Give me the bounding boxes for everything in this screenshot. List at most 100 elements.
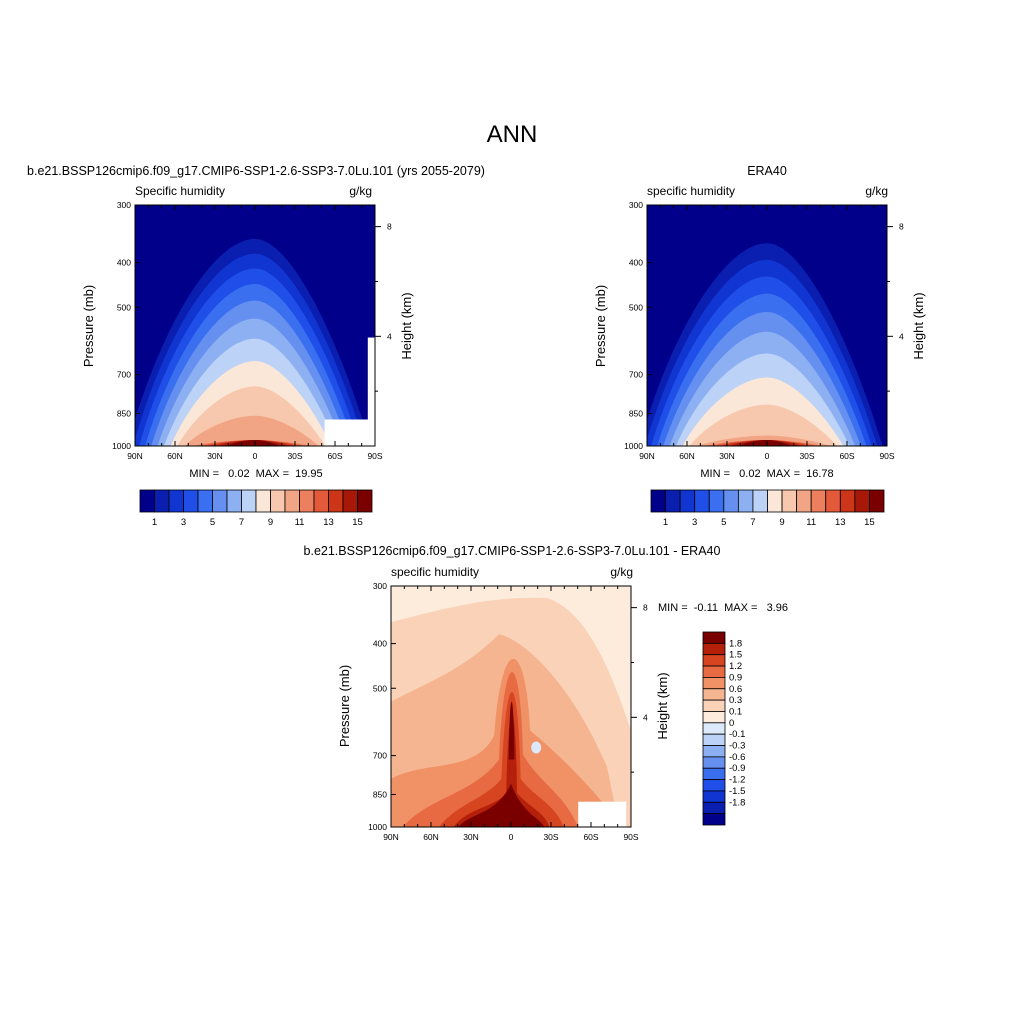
colorbar-swatch: [241, 489, 257, 513]
x-tick-label: 30S: [799, 451, 814, 461]
y-tick-label: 1000: [624, 441, 643, 451]
x-tick-label: 0: [509, 832, 514, 842]
colorbar-swatch: [702, 654, 726, 667]
colorbar-label: 15: [864, 517, 875, 528]
contour-field: [391, 586, 631, 827]
colorbar-label: -0.6: [729, 752, 745, 763]
x-tick-label: 90S: [623, 832, 638, 842]
missing-data: [578, 801, 627, 827]
y-tick-label: 700: [629, 370, 643, 380]
x-tick-label: 60S: [583, 832, 598, 842]
contour-band: [508, 701, 515, 760]
y-tick-label: 500: [373, 683, 387, 693]
y-tick-label: 850: [373, 789, 387, 799]
colorbar-swatch: [752, 489, 768, 513]
y-axis-ticks: 300 400 500 700 850 1000: [112, 200, 140, 451]
colorbar-label: 0.6: [729, 684, 742, 695]
contour-band: [458, 783, 545, 827]
subtitle-left: specific humidity: [391, 565, 479, 579]
y-axis-right-label: Height (km): [655, 672, 670, 739]
colorbar-label: 11: [295, 517, 305, 528]
min-max-stats: MIN = 0.02 MAX = 16.78: [700, 468, 833, 480]
colorbar-label: 9: [779, 517, 784, 528]
colorbar-label: 5: [721, 517, 726, 528]
x-tick-label: 90N: [639, 451, 655, 461]
y-tick-label: 1000: [112, 441, 131, 451]
colorbar: 1.81.51.20.90.60.30.10-0.1-0.3-0.6-0.9-1…: [702, 631, 745, 826]
y-right-tick-label: 8: [643, 603, 648, 613]
colorbar-swatch: [702, 699, 726, 712]
y-axis-right-label: Height (km): [911, 292, 926, 359]
x-tick-label: 60S: [327, 451, 342, 461]
colorbar-label: 0.1: [729, 706, 742, 717]
y-right-tick-label: 4: [387, 331, 392, 341]
colorbar-label: -1.5: [729, 786, 745, 797]
x-tick-label: 90N: [383, 832, 399, 842]
colorbar-label: 3: [692, 517, 697, 528]
y-axis-right-ticks: 84: [887, 222, 904, 392]
colorbar-label: 13: [323, 517, 334, 528]
colorbar-label: -0.1: [729, 729, 745, 740]
colorbar-label: 11: [806, 517, 816, 528]
contour-band: [391, 658, 607, 827]
colorbar-swatch: [255, 489, 271, 513]
subtitle-left: Specific humidity: [135, 184, 225, 198]
contour-field: [647, 205, 887, 446]
y-tick-label: 500: [629, 302, 643, 312]
y-tick-label: 400: [373, 639, 387, 649]
x-axis-ticks: 90N 60N 30N 0 30S 60S 90S: [127, 205, 383, 461]
y-axis-ticks: 300 400 500 700 850 1000: [624, 200, 652, 451]
colorbar-swatch: [212, 489, 228, 513]
x-tick-label: 30S: [287, 451, 302, 461]
colorbar-label: -0.3: [729, 741, 745, 752]
y-tick-label: 850: [629, 408, 643, 418]
x-tick-label: 0: [765, 451, 770, 461]
colorbar-swatch: [825, 489, 841, 513]
y-axis-label: Pressure (mb): [593, 285, 608, 367]
contour-band: [439, 692, 564, 827]
y-axis-label: Pressure (mb): [337, 665, 352, 747]
colorbar-label: 1: [152, 517, 157, 528]
colorbar-swatch: [270, 489, 286, 513]
colorbar-label: -1.2: [729, 775, 745, 786]
colorbar-swatch: [810, 489, 827, 513]
x-tick-label: 30N: [719, 451, 735, 461]
colorbar-swatch: [702, 745, 726, 758]
panel-title: ERA40: [747, 164, 787, 178]
y-axis-ticks: 300 400 500 700 850 1000: [368, 581, 396, 832]
y-tick-label: 300: [117, 200, 131, 210]
colorbar: 1 3 5 7 9 11 13 15: [139, 489, 373, 528]
x-tick-label: 30N: [463, 832, 479, 842]
x-tick-label: 60N: [679, 451, 695, 461]
colorbar-swatch: [183, 489, 199, 513]
y-axis-label: Pressure (mb): [81, 285, 96, 367]
colorbar-label: 1: [663, 517, 668, 528]
colorbar-swatch: [313, 489, 329, 513]
min-max-stats: MIN = -0.11 MAX = 3.96: [658, 602, 788, 614]
x-tick-label: 30N: [207, 451, 223, 461]
y-tick-label: 500: [117, 302, 131, 312]
min-max-stats: MIN = 0.02 MAX = 19.95: [189, 468, 322, 480]
colorbar-swatch: [702, 688, 726, 701]
y-tick-label: 400: [629, 258, 643, 268]
colorbar-label: 7: [239, 517, 244, 528]
colorbar-label: 7: [750, 517, 755, 528]
y-tick-label: 700: [117, 370, 131, 380]
y-right-tick-label: 4: [643, 712, 648, 722]
colorbar-label: 3: [181, 517, 186, 528]
x-tick-label: 60N: [423, 832, 439, 842]
colorbar-swatch: [702, 642, 726, 656]
colorbar-label: -0.9: [729, 763, 745, 774]
y-tick-label: 300: [629, 200, 643, 210]
colorbar-swatch: [328, 489, 344, 513]
colorbar-swatch: [702, 722, 726, 735]
colorbar-swatch: [702, 801, 726, 815]
colorbar-swatch: [299, 489, 315, 513]
x-tick-label: 30S: [543, 832, 558, 842]
colorbar-label: 1.2: [729, 661, 742, 672]
colorbar-swatch: [702, 790, 726, 803]
contour-field: [135, 205, 375, 446]
panel-title: b.e21.BSSP126cmip6.f09_g17.CMIP6-SSP1-2.…: [304, 544, 721, 558]
colorbar-swatch: [702, 631, 726, 644]
y-tick-label: 300: [373, 581, 387, 591]
